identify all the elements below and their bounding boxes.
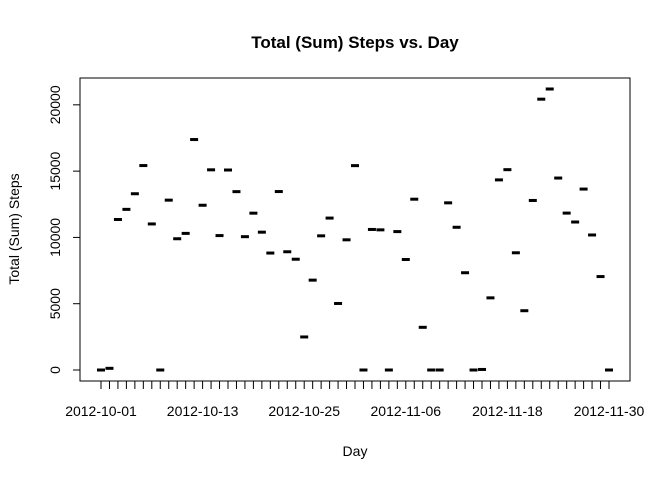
data-point (283, 250, 292, 254)
data-point (164, 198, 173, 202)
x-tick-label: 2012-11-18 (472, 403, 543, 419)
data-point (105, 366, 114, 370)
data-point (410, 197, 419, 201)
data-point (351, 164, 359, 168)
data-point (317, 234, 326, 238)
y-axis-label: Total (Sum) Steps (6, 173, 22, 284)
data-point (190, 138, 199, 142)
data-point (469, 368, 478, 372)
x-tick-label: 2012-10-25 (268, 403, 340, 419)
data-point (224, 168, 232, 172)
x-tick-label: 2012-11-06 (371, 403, 442, 419)
y-tick-label: 15000 (47, 151, 63, 190)
y-axis: 0 5000 10000 15000 20000 (47, 85, 81, 374)
x-axis-label: Day (343, 443, 368, 459)
data-point (274, 190, 283, 194)
data-point (478, 367, 486, 371)
data-point (300, 335, 309, 339)
data-point (257, 230, 266, 234)
data-point (198, 203, 207, 207)
data-point (511, 251, 520, 255)
data-point (113, 217, 122, 221)
data-point (215, 234, 224, 238)
data-point (359, 368, 368, 372)
data-point (452, 225, 461, 229)
data-point (605, 368, 613, 372)
plot-frame (79, 77, 631, 382)
x-tick-label: 2012-11-30 (574, 403, 645, 419)
data-point (579, 187, 588, 191)
data-point (130, 192, 139, 196)
data-point (588, 233, 597, 237)
chart-title: Total (Sum) Steps vs. Day (251, 33, 459, 52)
data-point (207, 168, 216, 172)
data-point (503, 168, 512, 172)
y-tick-label: 5000 (47, 288, 63, 319)
data-point (342, 238, 351, 242)
data-point (156, 368, 165, 372)
data-point (147, 222, 156, 226)
data-point (266, 251, 275, 255)
data-point (571, 220, 580, 224)
data-point (240, 235, 249, 239)
data-point (173, 237, 182, 241)
x-axis: 2012-10-01 2012-10-13 2012-10-25 2012-11-06… (65, 380, 645, 419)
data-point (139, 164, 148, 168)
x-tick-label: 2012-10-13 (167, 403, 239, 419)
data-point (376, 228, 385, 232)
data-point (393, 230, 402, 234)
data-point (494, 178, 503, 182)
data-point (249, 211, 258, 215)
data-point (537, 97, 546, 101)
y-tick-label: 0 (47, 366, 63, 374)
data-point (325, 216, 334, 220)
data-point (308, 278, 317, 282)
data-points (97, 87, 613, 372)
data-point (384, 368, 393, 372)
data-point (418, 325, 427, 329)
data-point (444, 201, 453, 205)
data-point (122, 207, 131, 211)
data-point (596, 275, 605, 279)
data-point (562, 211, 571, 215)
y-tick-label: 20000 (47, 85, 63, 124)
data-point (181, 231, 190, 235)
data-point (291, 257, 300, 261)
data-point (367, 227, 376, 231)
data-point (97, 368, 105, 372)
data-point (427, 368, 436, 372)
x-tick-label: 2012-10-01 (65, 403, 137, 419)
data-point (520, 309, 529, 313)
data-point (554, 176, 563, 180)
data-point (232, 190, 241, 194)
y-tick-label: 10000 (47, 218, 63, 257)
data-point (334, 301, 343, 305)
data-point (401, 258, 410, 262)
data-point (461, 271, 470, 275)
data-point (528, 198, 537, 202)
data-point (486, 296, 495, 300)
data-point (545, 87, 554, 91)
data-point (435, 368, 444, 372)
